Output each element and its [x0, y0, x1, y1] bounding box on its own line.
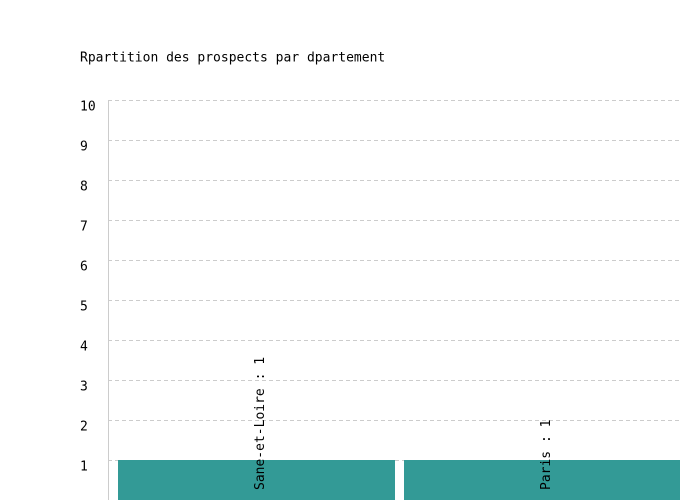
bar	[118, 460, 395, 500]
y-tick-label: 10	[80, 100, 96, 115]
bar	[404, 460, 680, 500]
chart-title: Rpartition des prospects par dpartement	[80, 51, 385, 66]
value-label: Paris : 1	[539, 420, 554, 490]
y-tick-label: 2	[80, 420, 88, 435]
y-tick-label: 7	[80, 220, 88, 235]
value-label: Sane-et-Loire : 1	[253, 357, 268, 490]
y-tick-label: 9	[80, 140, 88, 155]
y-tick-label: 1	[80, 460, 88, 475]
y-tick-label: 8	[80, 180, 88, 195]
y-tick-label: 3	[80, 380, 88, 395]
y-tick-label: 5	[80, 300, 88, 315]
y-tick-label: 4	[80, 340, 88, 355]
y-tick-label: 6	[80, 260, 88, 275]
